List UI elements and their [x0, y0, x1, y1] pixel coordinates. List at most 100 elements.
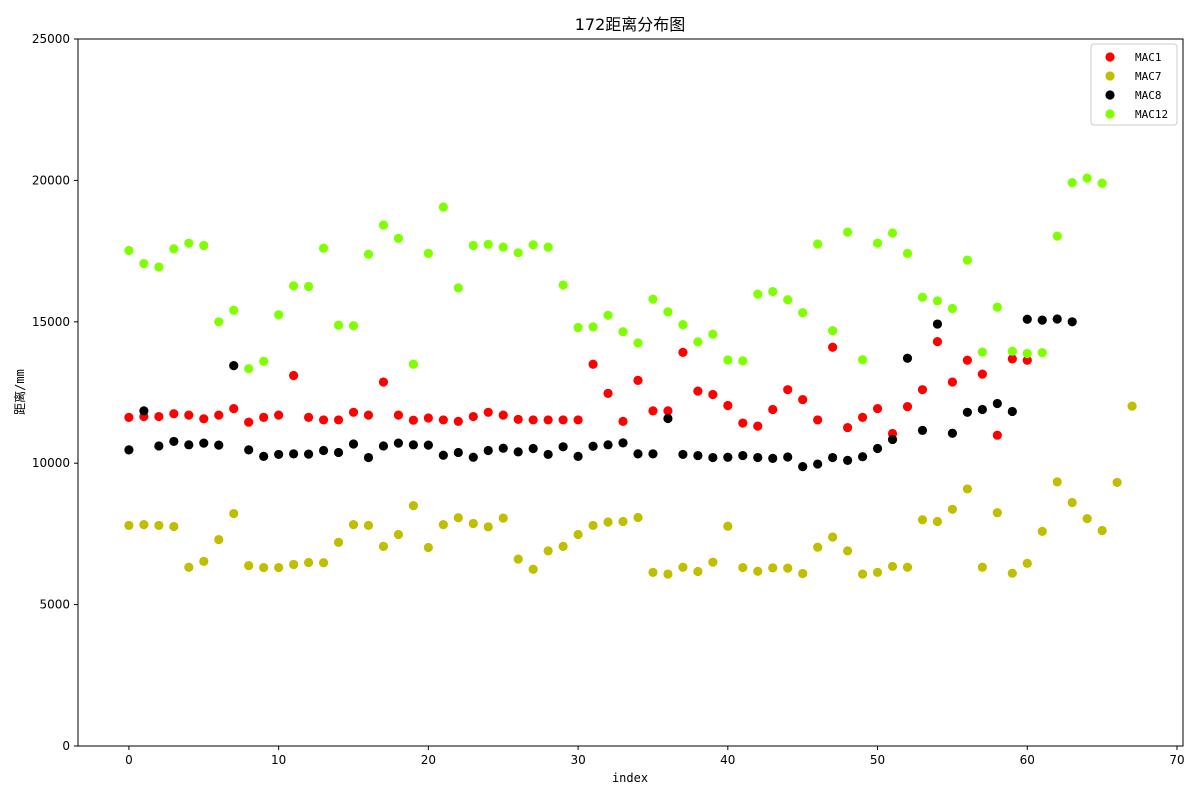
point-mac8-32: [603, 440, 613, 450]
point-mac12-37: [678, 320, 688, 330]
point-mac8-54: [932, 319, 943, 329]
point-mac7-32: [603, 517, 613, 527]
point-mac1-46: [813, 415, 823, 425]
point-mac12-65: [1097, 178, 1107, 188]
point-mac1-24: [483, 407, 493, 417]
point-mac7-58: [992, 508, 1002, 518]
point-mac12-1: [139, 258, 149, 269]
point-mac1-41: [738, 418, 748, 428]
point-mac12-7: [229, 305, 239, 315]
y-tick-label: 20000: [32, 173, 70, 187]
point-mac1-21: [438, 415, 448, 425]
point-mac1-53: [917, 385, 928, 395]
point-mac7-45: [798, 568, 808, 579]
point-mac1-6: [214, 410, 224, 420]
point-mac8-8: [244, 445, 254, 455]
point-mac7-42: [753, 566, 763, 576]
point-mac7-59: [1007, 568, 1017, 578]
point-mac8-9: [259, 451, 269, 462]
point-mac7-22: [453, 513, 463, 523]
point-mac1-38: [693, 386, 703, 396]
point-mac1-14: [333, 415, 344, 425]
point-mac8-22: [453, 447, 463, 458]
point-mac12-44: [783, 295, 793, 305]
point-mac1-47: [828, 342, 838, 352]
point-mac7-13: [318, 558, 329, 568]
point-mac12-38: [693, 337, 703, 347]
point-mac7-14: [333, 537, 344, 547]
point-mac7-6: [214, 534, 224, 545]
point-mac8-50: [872, 443, 883, 454]
point-mac12-14: [333, 320, 344, 330]
point-mac1-36: [663, 406, 673, 416]
point-mac7-63: [1067, 497, 1077, 508]
point-mac7-7: [229, 508, 239, 519]
point-mac12-54: [932, 296, 943, 306]
point-mac8-45: [798, 461, 808, 472]
point-mac8-6: [214, 440, 224, 450]
point-mac8-49: [857, 452, 868, 462]
chart-title: 172距离分布图: [575, 15, 686, 34]
point-mac7-4: [184, 562, 194, 572]
point-mac7-61: [1037, 526, 1047, 536]
point-mac7-65: [1097, 525, 1107, 536]
point-mac7-67: [1127, 401, 1137, 411]
x-tick-label: 40: [720, 753, 735, 767]
point-mac7-24: [483, 522, 493, 532]
point-mac7-62: [1052, 477, 1062, 487]
point-mac8-61: [1037, 315, 1047, 325]
legend-marker-mac7: [1105, 71, 1115, 81]
point-mac1-12: [303, 412, 314, 422]
point-mac12-11: [289, 281, 299, 291]
y-tick-label: 15000: [32, 315, 70, 329]
point-mac7-48: [843, 546, 853, 556]
point-mac7-64: [1082, 514, 1092, 524]
point-mac1-29: [558, 415, 568, 425]
legend-frame: [1090, 43, 1178, 126]
point-mac12-63: [1067, 178, 1077, 188]
point-mac8-15: [348, 439, 359, 449]
point-mac8-39: [708, 452, 718, 463]
point-mac1-49: [857, 412, 868, 422]
point-mac8-34: [633, 449, 643, 459]
point-mac7-66: [1112, 477, 1122, 488]
point-mac7-27: [528, 564, 538, 574]
point-mac12-49: [857, 355, 868, 365]
point-mac8-13: [318, 445, 329, 456]
point-mac12-62: [1052, 231, 1062, 241]
point-mac8-14: [333, 447, 344, 458]
point-mac1-35: [648, 406, 658, 416]
point-mac12-56: [962, 255, 972, 265]
point-mac8-46: [813, 459, 823, 469]
point-mac7-11: [289, 559, 299, 570]
point-mac7-12: [303, 557, 314, 568]
point-mac1-30: [573, 415, 583, 425]
point-mac8-20: [423, 440, 433, 450]
plot-area: [78, 39, 1183, 746]
point-mac1-50: [872, 404, 883, 414]
legend-label-mac7: MAC7: [1135, 70, 1162, 83]
point-mac1-45: [798, 394, 808, 405]
point-mac12-50: [872, 238, 883, 248]
point-mac7-47: [828, 532, 838, 542]
point-mac1-27: [528, 415, 538, 425]
point-mac12-30: [573, 322, 583, 333]
legend-marker-mac1: [1105, 52, 1115, 62]
point-mac12-55: [947, 303, 958, 314]
point-mac8-28: [543, 449, 553, 460]
y-tick-label: 10000: [32, 456, 70, 470]
point-mac1-57: [977, 369, 987, 379]
point-mac8-41: [738, 450, 748, 461]
point-mac1-56: [962, 355, 972, 365]
point-mac8-57: [977, 404, 987, 415]
point-mac7-50: [872, 567, 883, 577]
point-mac12-31: [588, 322, 598, 332]
point-mac12-22: [453, 283, 463, 293]
point-mac7-34: [633, 512, 643, 523]
legend-label-mac1: MAC1: [1135, 51, 1162, 64]
point-mac12-27: [528, 240, 538, 250]
x-tick-label: 70: [1169, 753, 1184, 767]
point-mac12-45: [798, 308, 808, 318]
point-mac1-44: [783, 385, 793, 395]
point-mac8-44: [783, 452, 793, 462]
